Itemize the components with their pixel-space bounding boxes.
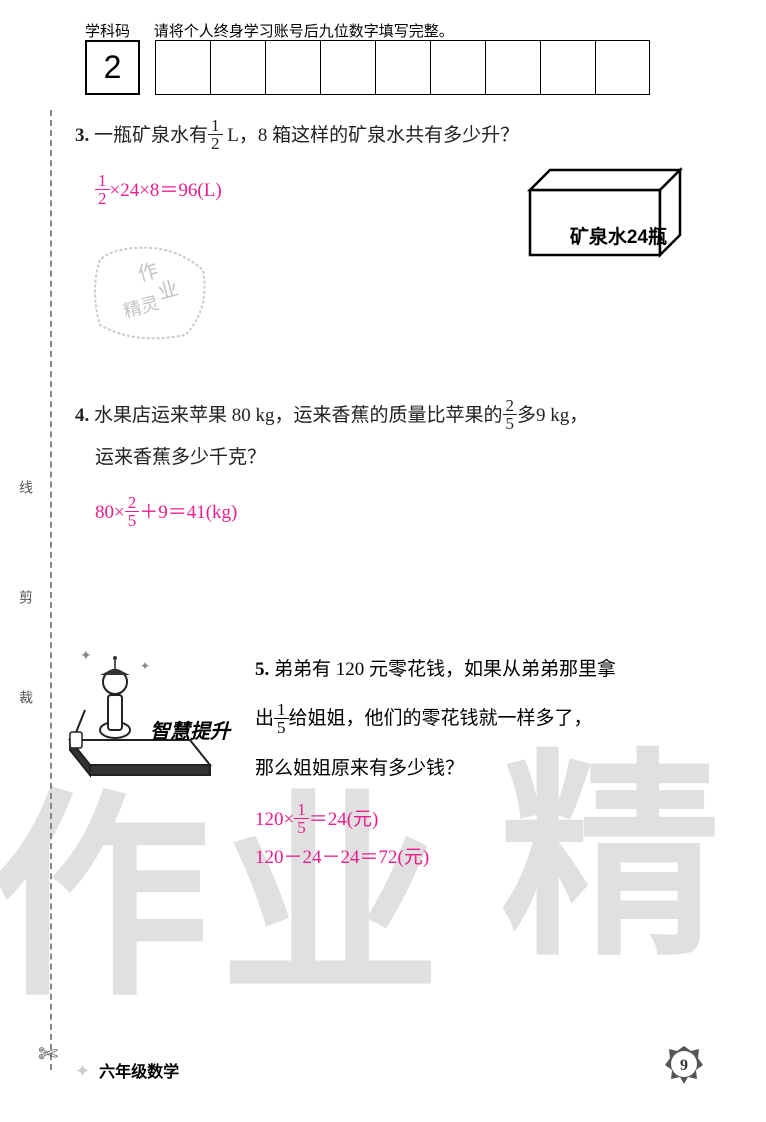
footer: ✦ 六年级数学 9 <box>75 1058 725 1082</box>
text-fragment: 给姐姐，他们的零花钱就一样多了， <box>289 708 593 729</box>
scissors-icon: ✄ <box>38 1040 58 1069</box>
digit-box[interactable] <box>265 40 320 95</box>
stamp-icon: 作 业 精灵 <box>85 240 215 350</box>
problem-4-text: 4. 水果店运来苹果 80 kg，运来香蕉的质量比苹果的25多9 kg， 运来香… <box>75 395 725 479</box>
cut-line-char: 剪 <box>14 590 34 634</box>
header-row: 学科码 请将个人终身学习账号后九位数字填写完整。 <box>85 20 454 41</box>
digit-box[interactable] <box>430 40 485 95</box>
wisdom-section-label: 智慧提升 <box>150 715 230 744</box>
answer-text: ＝24(元) <box>309 809 379 830</box>
code-boxes-row: 2 <box>85 40 650 95</box>
water-box-label: 矿泉水24瓶 <box>570 222 667 249</box>
text-fragment: 运来香蕉多少千克？ <box>95 447 266 468</box>
text-fragment: L，8 箱这样的矿泉水共有多少升？ <box>223 125 520 146</box>
cut-line <box>50 110 52 1070</box>
svg-text:✦: ✦ <box>140 659 150 673</box>
problem-4-answer: 80×25＋9＝41(kg) <box>95 494 725 532</box>
svg-text:精灵: 精灵 <box>121 293 161 322</box>
subject-code-label: 学科码 <box>85 20 130 41</box>
problem-4: 4. 水果店运来苹果 80 kg，运来香蕉的质量比苹果的25多9 kg， 运来香… <box>75 395 725 532</box>
problem-number: 5. <box>255 659 269 680</box>
fraction: 25 <box>125 494 140 529</box>
problem-3: 3. 一瓶矿泉水有12 L，8 箱这样的矿泉水共有多少升？ 12×24×8＝96… <box>75 115 725 365</box>
main-content: 3. 一瓶矿泉水有12 L，8 箱这样的矿泉水共有多少升？ 12×24×8＝96… <box>75 115 725 562</box>
digit-box[interactable] <box>155 40 210 95</box>
page-number-badge: 9 <box>663 1043 705 1090</box>
answer-text: ＋9＝41(kg) <box>139 502 237 523</box>
fraction: 12 <box>208 117 223 152</box>
digit-box[interactable] <box>375 40 430 95</box>
problem-number: 3. <box>75 125 89 146</box>
answer-text: 120－24－24＝72(元) <box>255 847 429 868</box>
fraction: 15 <box>274 701 289 736</box>
problem-5-text: 5. 弟弟有 120 元零花钱，如果从弟弟那里拿 出15给姐姐，他们的零花钱就一… <box>255 645 705 793</box>
cut-line-char: 线 <box>14 480 34 524</box>
cut-line-char: 裁 <box>14 690 34 734</box>
svg-text:✦: ✦ <box>80 649 92 664</box>
footer-grade: 六年级数学 <box>99 1064 179 1081</box>
digit-box[interactable] <box>540 40 595 95</box>
fraction: 25 <box>503 397 518 432</box>
text-fragment: 出 <box>255 708 274 729</box>
header-instruction: 请将个人终身学习账号后九位数字填写完整。 <box>154 20 454 41</box>
problem-5: 5. 弟弟有 120 元零花钱，如果从弟弟那里拿 出15给姐姐，他们的零花钱就一… <box>255 645 705 877</box>
digit-box[interactable] <box>210 40 265 95</box>
svg-text:9: 9 <box>680 1057 688 1074</box>
problem-5-answer: 120×15＝24(元) 120－24－24＝72(元) <box>255 801 705 877</box>
fraction: 12 <box>95 172 110 207</box>
star-icon: ✦ <box>75 1061 90 1082</box>
text-fragment: 弟弟有 120 元零花钱，如果从弟弟那里拿 <box>274 659 616 680</box>
text-fragment: 一瓶矿泉水有 <box>94 125 208 146</box>
digit-box[interactable] <box>485 40 540 95</box>
subject-code-box: 2 <box>85 40 140 95</box>
answer-text: ×24×8＝96(L) <box>110 180 222 201</box>
text-fragment: 那么姐姐原来有多少钱？ <box>255 758 464 779</box>
problem-number: 4. <box>75 405 89 426</box>
wisdom-icon: ✦ ✦ <box>60 640 240 785</box>
text-fragment: 水果店运来苹果 80 kg，运来香蕉的质量比苹果的 <box>94 405 503 426</box>
digit-box[interactable] <box>595 40 650 95</box>
fraction: 15 <box>294 801 309 836</box>
answer-text: 120× <box>255 809 294 830</box>
answer-text: 80× <box>95 502 125 523</box>
digit-box[interactable] <box>320 40 375 95</box>
problem-3-text: 3. 一瓶矿泉水有12 L，8 箱这样的矿泉水共有多少升？ <box>75 115 725 157</box>
text-fragment: 多9 kg， <box>517 405 588 426</box>
